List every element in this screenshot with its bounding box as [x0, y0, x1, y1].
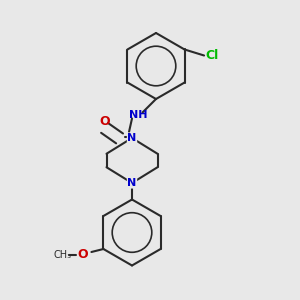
Text: Cl: Cl: [205, 49, 218, 62]
Text: O: O: [77, 248, 88, 262]
Text: N: N: [128, 178, 136, 188]
Text: O: O: [100, 115, 110, 128]
Text: NH: NH: [129, 110, 147, 121]
Text: CH₃: CH₃: [54, 250, 72, 260]
Text: N: N: [128, 133, 136, 143]
